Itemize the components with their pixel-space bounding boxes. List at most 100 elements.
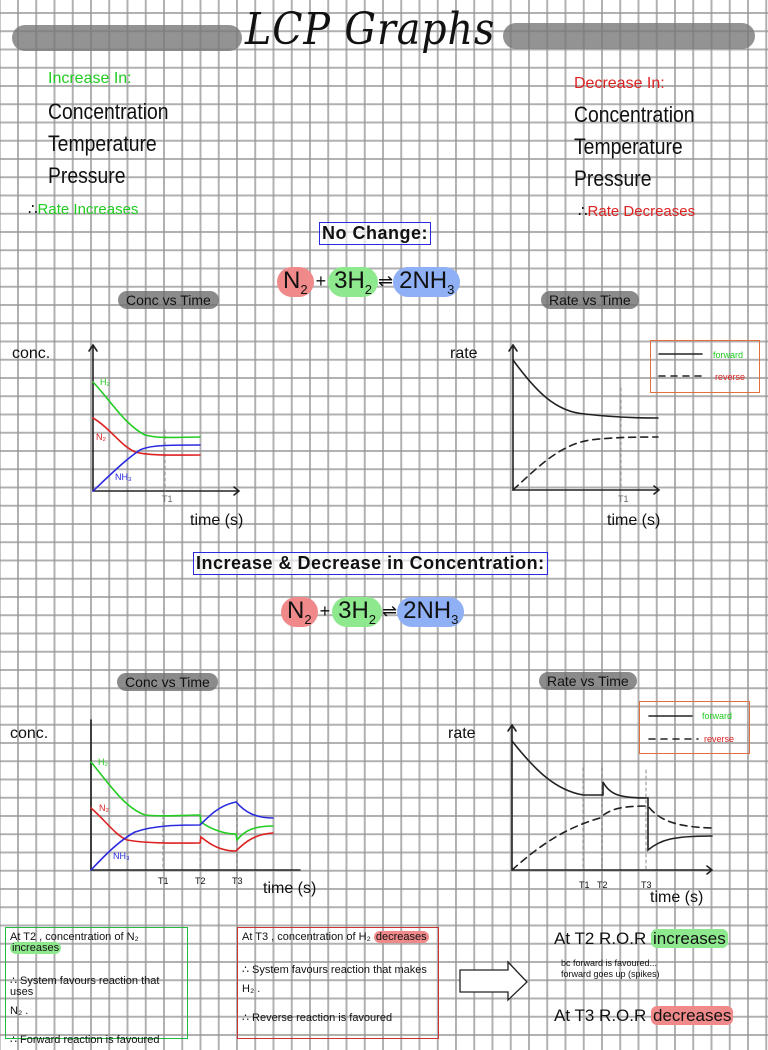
- time-axis-label-3: time (s): [263, 880, 317, 897]
- t3-note-line4: ∴ Reverse reaction is favoured: [242, 1012, 393, 1024]
- therefore-symbol: ∴: [28, 201, 38, 218]
- increase-item-concentration: Concentration: [48, 99, 169, 124]
- conc-graph-1: [88, 343, 241, 496]
- legend-2: forward reverse: [639, 701, 750, 754]
- t1-tick-2: T1: [618, 494, 629, 504]
- t2-note-line1: At T2 , concentration of N₂ increases: [6, 928, 187, 958]
- n2-sub: 2: [300, 281, 308, 297]
- h2-chip: 3H2: [332, 597, 383, 627]
- x-axis: [92, 486, 241, 496]
- ror-t2: At T2 R.O.R increases: [554, 929, 728, 949]
- t3-tick-3: T3: [232, 876, 243, 886]
- nh3-chip: 2NH3: [393, 267, 461, 297]
- rate-vs-time-pill-1: Rate vs Time: [541, 291, 639, 309]
- h2: 3H: [338, 597, 369, 624]
- y-axis: [508, 343, 518, 491]
- time-axis-label-4: time (s): [650, 889, 704, 906]
- text: At T2 , concentration of N₂: [10, 931, 139, 943]
- nh3: 2NH: [399, 267, 448, 294]
- x-axis: [511, 865, 714, 875]
- forward-curve: [511, 740, 713, 852]
- time-axis-label-2: time (s): [607, 512, 661, 529]
- equilibrium-arrow: ⇌: [382, 601, 398, 622]
- legend-forward: forward: [702, 711, 733, 721]
- x-axis: [512, 485, 661, 495]
- plus: +: [315, 271, 327, 292]
- legend-1: forward reverse: [650, 340, 760, 393]
- increase-result: ∴Rate Increases: [28, 200, 138, 218]
- ror-t2-note: bc forward is favoured... forward goes u…: [561, 958, 660, 980]
- nh3-curve: [90, 801, 274, 871]
- t1-tick-3: T1: [158, 876, 169, 886]
- conc-axis-label-1: conc.: [12, 345, 51, 362]
- section-heading-no-change: No Change:: [319, 222, 431, 245]
- decreases-highlight: decreases: [373, 931, 429, 943]
- increase-item-temperature: Temperature: [48, 131, 157, 156]
- forward-curve: [512, 359, 659, 419]
- nh3-curve: [92, 444, 201, 492]
- t3-note-line3: H₂ .: [242, 983, 261, 995]
- ror-t3: At T3 R.O.R decreases: [554, 1006, 734, 1026]
- increase-item-pressure: Pressure: [48, 163, 126, 188]
- legend-reverse: reverse: [715, 372, 746, 382]
- text: At T3 , concentration of H₂: [242, 931, 371, 943]
- nh3-label-2: NH₃: [113, 851, 130, 861]
- nh3-sub: 3: [451, 611, 459, 627]
- note-line1: bc forward is favoured...: [561, 958, 658, 968]
- h2-label-2: H₂: [98, 757, 108, 767]
- plus: +: [319, 601, 331, 622]
- time-axis-label-1: time (s): [190, 512, 244, 529]
- h2-sub: 2: [364, 281, 373, 297]
- legend-forward: forward: [713, 350, 744, 360]
- page-title: LCP Graphs: [245, 4, 496, 55]
- n2-label-2: N₂: [99, 803, 109, 813]
- nh3-label-1: NH₃: [115, 472, 132, 482]
- note-line2: forward goes up (spikes): [561, 969, 660, 979]
- n2-chip: N2: [277, 267, 314, 297]
- t2-note-line2: ∴ System favours reaction that uses: [10, 975, 160, 998]
- increases-highlight: increases: [651, 929, 728, 948]
- decrease-heading: Decrease In:: [574, 75, 665, 92]
- conc-axis-label-2: conc.: [10, 725, 49, 742]
- conc-vs-time-pill-2: Conc vs Time: [117, 673, 218, 691]
- t1-tick-4: T1: [579, 880, 590, 890]
- t3-note-line1: At T3 , concentration of H₂ decreases: [238, 928, 438, 947]
- t2-note-line4: ∴ Forward reaction is favoured: [10, 1034, 160, 1046]
- decrease-item-concentration: Concentration: [574, 102, 695, 127]
- title-bar-right: [503, 23, 755, 49]
- rate-graph-2: [507, 715, 714, 875]
- rate-axis-label-1: rate: [450, 345, 478, 362]
- conc-graph-2: [90, 719, 301, 871]
- rate-decreases-text: Rate Decreases: [587, 203, 696, 220]
- equation: N2 + 3H2 ⇌ 2NH3: [277, 267, 461, 297]
- increases-highlight: increases: [10, 942, 62, 954]
- h2: 3H: [334, 267, 365, 294]
- decreases-highlight: decreases: [651, 1006, 734, 1025]
- decrease-result: ∴Rate Decreases: [578, 202, 695, 220]
- decrease-item-temperature: Temperature: [574, 134, 683, 159]
- right-arrow-icon: [459, 960, 528, 1002]
- section-heading-concentration: Increase & Decrease in Concentration:: [193, 552, 548, 575]
- h2-curve: [90, 761, 274, 842]
- reverse-curve: [512, 436, 659, 491]
- increase-heading: Increase In:: [48, 70, 132, 87]
- n2: N: [287, 597, 305, 624]
- t-dashed-lines: [162, 799, 238, 871]
- title-bar-left: [12, 25, 242, 51]
- n2-label-1: N₂: [96, 432, 106, 442]
- n2-curve: [92, 417, 201, 456]
- t2-note-line3: N₂ .: [10, 1005, 29, 1017]
- n2-chip: N2: [281, 597, 318, 627]
- graph-drawings: [88, 343, 714, 1002]
- rate-axis-label-2: rate: [448, 725, 476, 742]
- nh3-sub: 3: [447, 281, 455, 297]
- t-dashed-lines: [582, 767, 647, 871]
- rate-graph-1: [508, 343, 705, 495]
- t1-tick-1: T1: [162, 494, 173, 504]
- rate-increases-text: Rate Increases: [37, 201, 139, 218]
- text: At T2 R.O.R: [554, 929, 647, 948]
- t3-note-box: At T3 , concentration of H₂ decreases ∴ …: [237, 927, 439, 1039]
- h2-sub: 2: [368, 611, 377, 627]
- t2-tick-4: T2: [597, 880, 608, 890]
- decrease-item-pressure: Pressure: [574, 166, 652, 191]
